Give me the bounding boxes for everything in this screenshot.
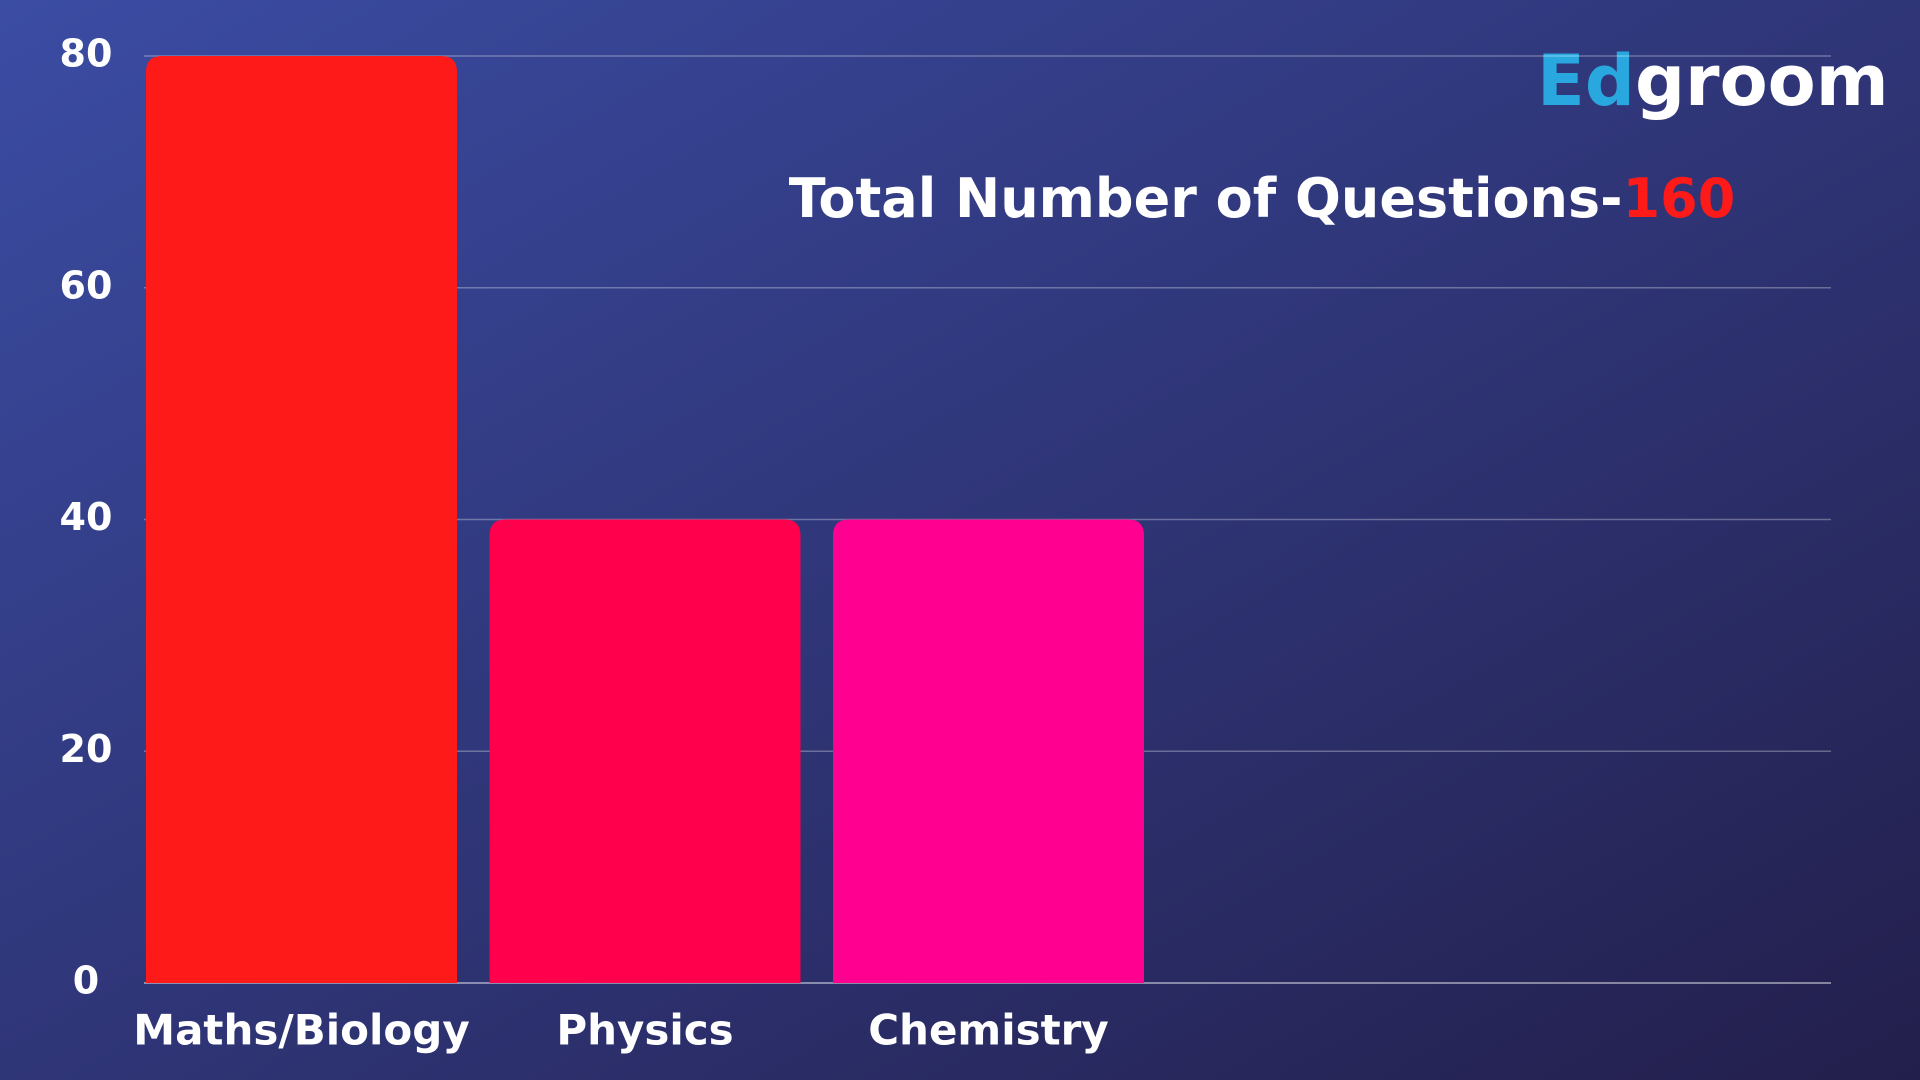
bar [146,56,457,983]
y-tick-label: 80 [60,32,113,76]
x-tick-label: Maths/Biology [133,1006,469,1055]
title-part: Total Number of Questions- [789,167,1623,230]
y-tick-label: 40 [60,495,113,539]
y-tick-label: 0 [73,959,99,1003]
logo-part: Ed [1537,40,1635,122]
bar [833,519,1144,983]
bar [489,519,801,983]
y-tick-label: 60 [60,263,113,307]
title-highlight: 160 [1623,167,1736,230]
x-tick-label: Chemistry [868,1006,1109,1055]
y-tick-label: 20 [60,727,113,771]
x-tick-label: Physics [556,1006,733,1055]
logo-part: groom [1635,40,1889,122]
chart-title: Total Number of Questions-160 [789,167,1736,230]
logo: Edgroom [1537,40,1889,122]
